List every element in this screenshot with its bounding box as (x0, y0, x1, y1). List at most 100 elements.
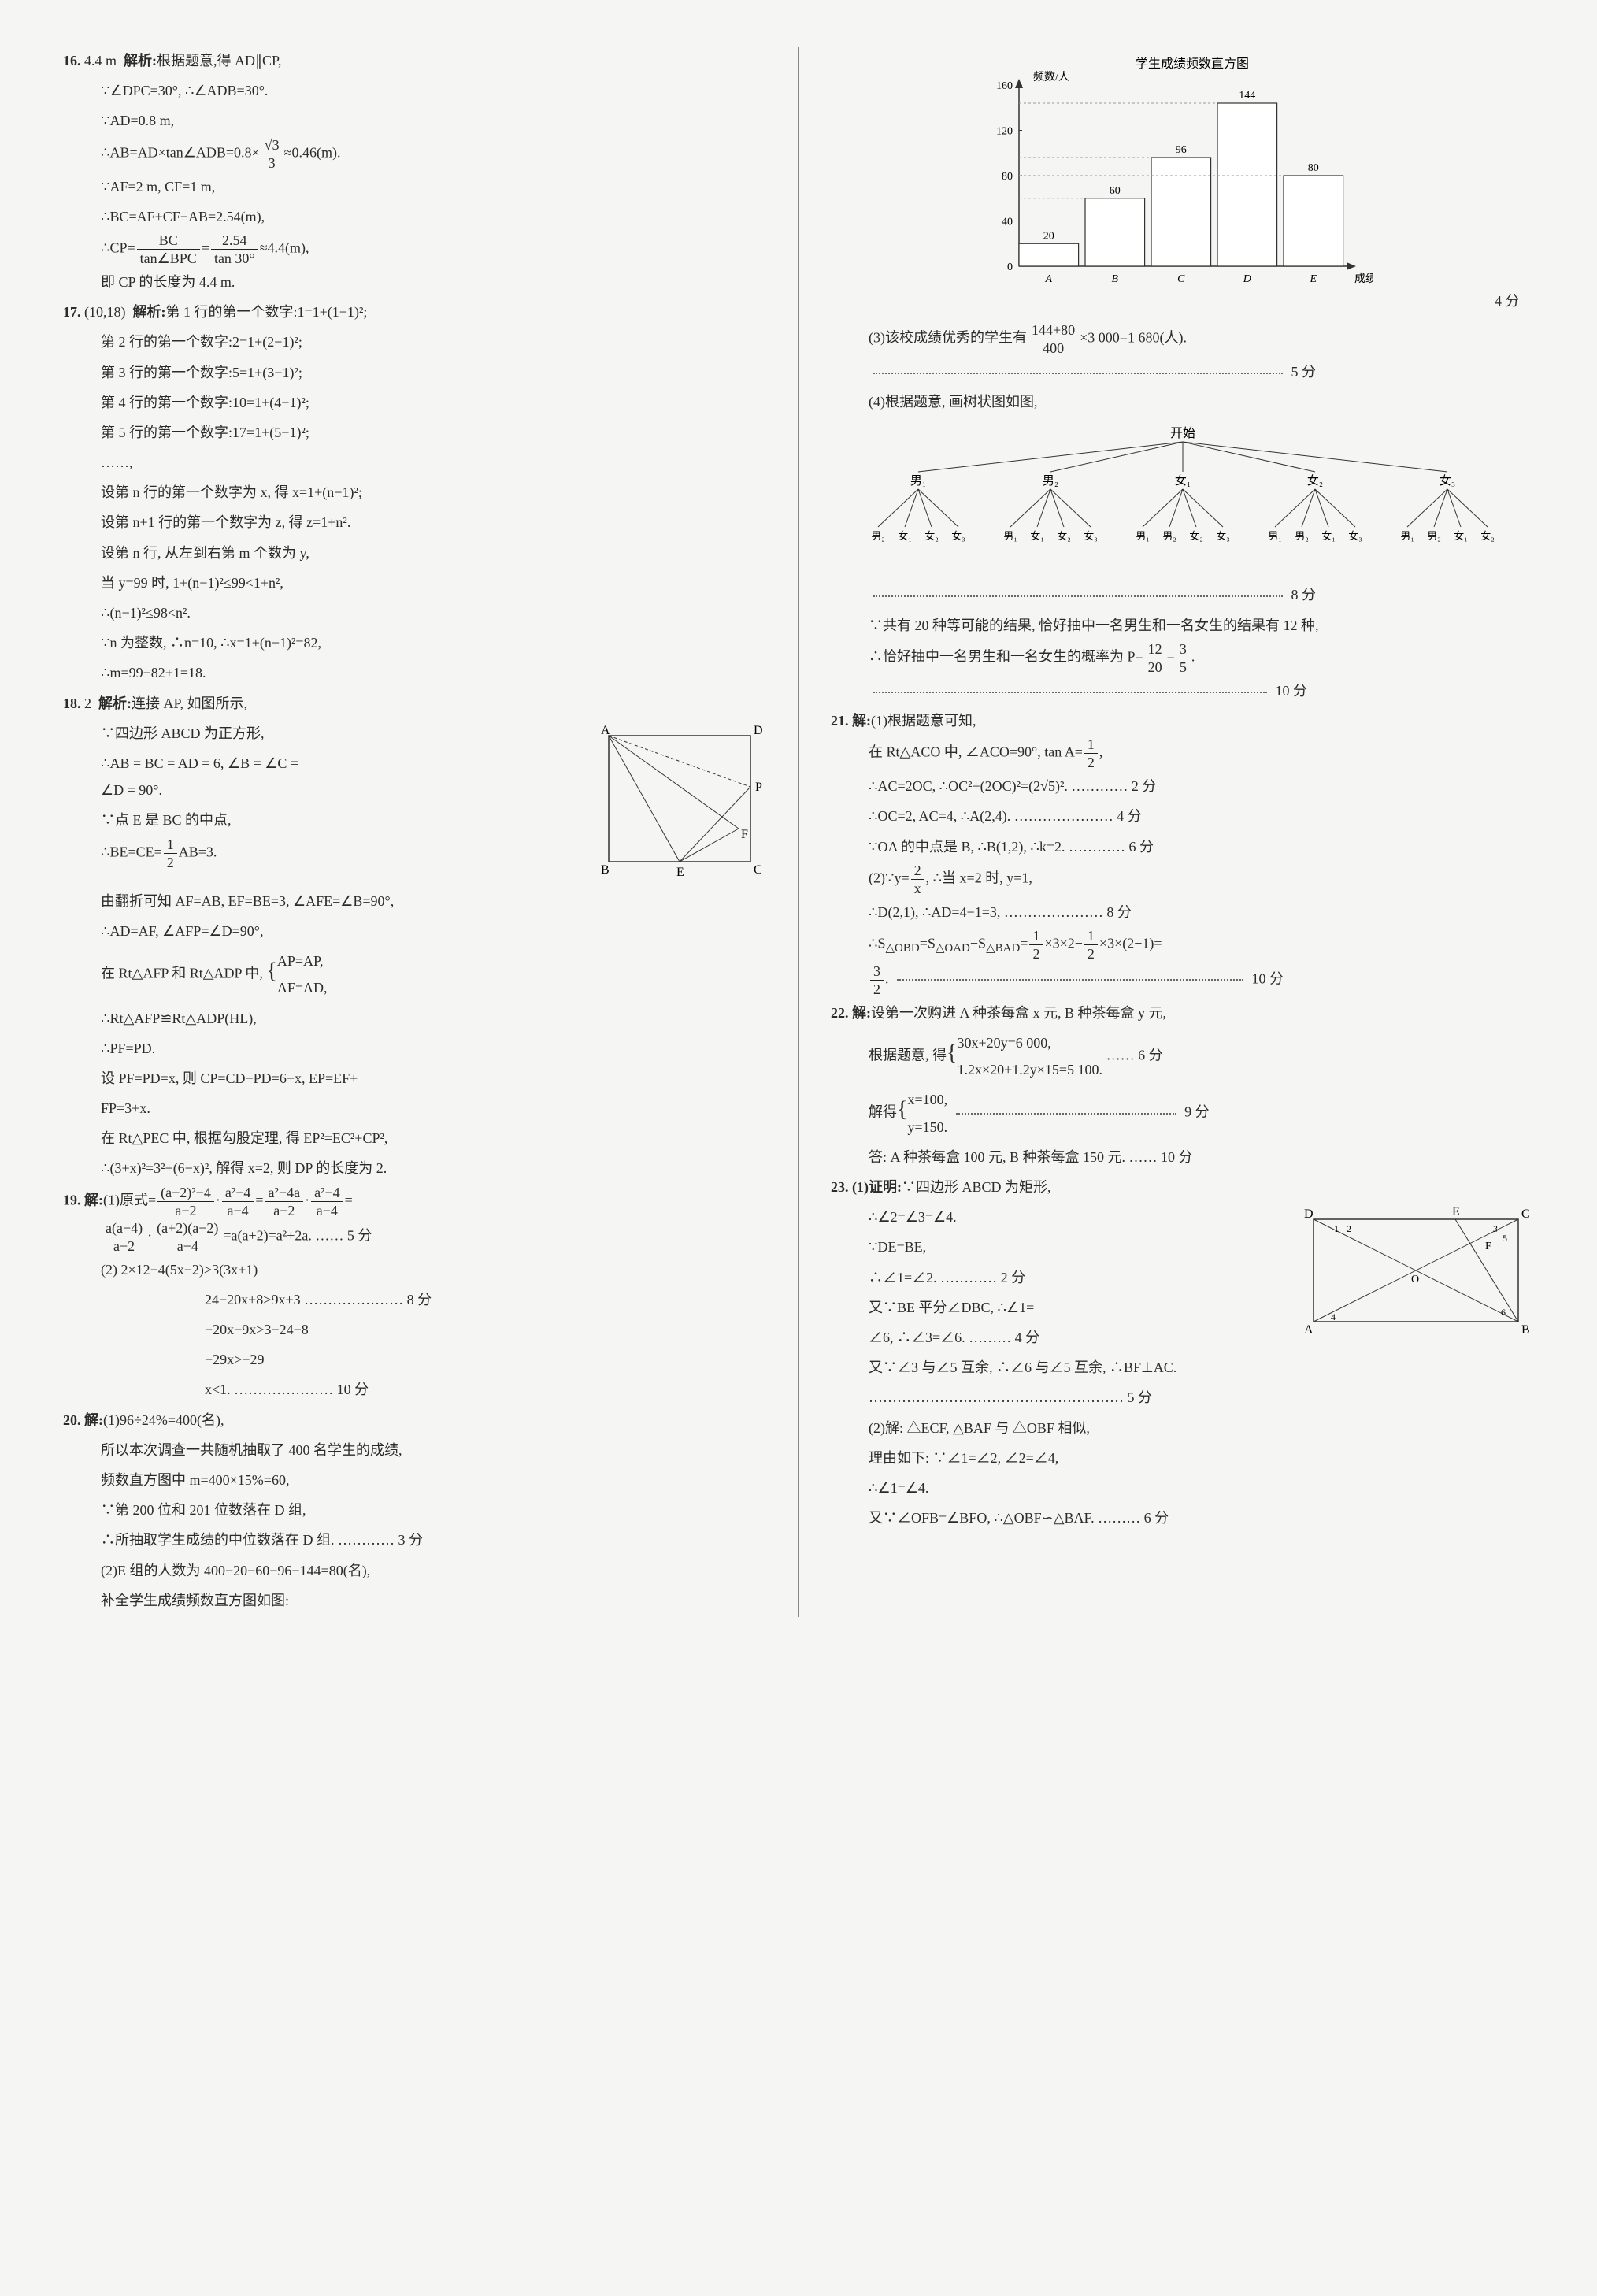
q23-num: 23. (831, 1179, 849, 1195)
q21-head: 21. 解:(1)根据题意可知, (831, 707, 1534, 734)
q23-rect-diagram: A B C D E F O 1 2 3 5 4 6 (1298, 1204, 1534, 1341)
q19-l1: a(a−4)a−2·(a+2)(a−2)a−4=a(a+2)=a²+2a. ……… (63, 1221, 766, 1253)
q19-l2: (2) 2×12−4(5x−2)>3(3x+1) (63, 1256, 766, 1283)
hist-score: 4 分 (1495, 293, 1520, 309)
svg-text:女₂: 女₂ (1057, 530, 1071, 542)
svg-text:女₃: 女₃ (1348, 530, 1362, 542)
q21-l5: (2)∵y=2x, ∴当 x=2 时, y=1, (831, 863, 1534, 896)
svg-text:P: P (755, 781, 762, 794)
svg-text:E: E (676, 866, 684, 877)
svg-text:6: 6 (1501, 1307, 1506, 1318)
rect-svg: A B C D E F O 1 2 3 5 4 6 (1298, 1204, 1534, 1337)
svg-text:女₃: 女₃ (1084, 530, 1098, 542)
q22-head: 22. 解:设第一次购进 A 种茶每盒 x 元, B 种茶每盒 y 元, (831, 1000, 1534, 1026)
q19-l3: 24−20x+8>9x+3 ………………… 8 分 (63, 1286, 766, 1313)
q22-num: 22. (831, 1005, 849, 1021)
svg-text:D: D (1304, 1207, 1314, 1221)
q21-label: 解: (852, 713, 871, 729)
svg-text:男₂: 男₂ (1427, 530, 1441, 542)
q18-l6: ∴AD=AF, ∠AFP=∠D=90°, (63, 918, 766, 944)
svg-text:B: B (1111, 273, 1118, 285)
q17-num: 17. (63, 304, 81, 320)
q16-l6: ∴CP=BCtan∠BPC=2.54tan 30°≈4.4(m), (63, 233, 766, 265)
svg-text:D: D (754, 724, 763, 737)
svg-text:女₃: 女₃ (1439, 473, 1454, 488)
svg-text:60: 60 (1109, 185, 1120, 197)
q17-l2: 第 3 行的第一个数字:5=1+(3−1)²; (63, 359, 766, 386)
svg-text:96: 96 (1175, 144, 1186, 156)
q19-label: 解: (84, 1192, 103, 1207)
q16-label: 解析: (124, 53, 157, 69)
q20-l1: 所以本次调查一共随机抽取了 400 名学生的成绩, (63, 1437, 766, 1463)
q21-l0: (1)根据题意可知, (871, 713, 976, 729)
page-two-column: 16. 4.4 m 解析:根据题意,得 AD∥CP, ∵∠DPC=30°, ∴∠… (63, 47, 1534, 1617)
q20-l6: 补全学生成绩频数直方图如图: (63, 1587, 766, 1614)
q22-l2: 解得{x=100,y=150. 9 分 (831, 1086, 1534, 1140)
q19-l6: x<1. ………………… 10 分 (63, 1376, 766, 1403)
q18-l12: ∴(3+x)²=3²+(6−x)², 解得 x=2, 则 DP 的长度为 2. (63, 1155, 766, 1181)
q16-l7: 即 CP 的长度为 4.4 m. (63, 269, 766, 295)
q18-l5: 由翻折可知 AF=AB, EF=BE=3, ∠AFE=∠B=90°, (63, 888, 766, 914)
q16-ans: 4.4 m (84, 53, 117, 69)
q19-num: 19. (63, 1192, 81, 1207)
svg-text:女₁: 女₁ (1321, 530, 1336, 542)
svg-text:男₁: 男₁ (1003, 530, 1017, 542)
svg-text:女₁: 女₁ (898, 530, 912, 542)
svg-text:A: A (1044, 273, 1052, 285)
svg-text:40: 40 (1002, 217, 1013, 228)
right-column: 学生成绩频数直方图频数/人0408012016020A60B96C144D80E… (831, 47, 1534, 1617)
svg-text:160: 160 (996, 80, 1013, 92)
q20-l5: (2)E 组的人数为 400−20−60−96−144=80(名), (63, 1557, 766, 1584)
svg-text:女₃: 女₃ (1216, 530, 1230, 542)
q18-l11: 在 Rt△PEC 中, 根据勾股定理, 得 EP²=EC²+CP², (63, 1125, 766, 1152)
q23-l6: ……………………………………………… 5 分 (831, 1384, 1534, 1411)
q23-label: (1)证明: (852, 1179, 902, 1195)
q20d-l0: ∵共有 20 种等可能的结果, 恰好抽中一名男生和一名女生的结果有 12 种, (831, 612, 1534, 639)
svg-text:A: A (1304, 1323, 1314, 1337)
q16-l5: ∴BC=AF+CF−AB=2.54(m), (63, 203, 766, 230)
q21-l8: 32. 10 分 (831, 964, 1534, 996)
q19-l5: −29x>−29 (63, 1346, 766, 1373)
q22-label: 解: (852, 1005, 871, 1021)
svg-text:C: C (754, 863, 762, 877)
svg-text:120: 120 (996, 126, 1013, 138)
q20d-score: 10 分 (831, 677, 1534, 704)
q17-l1: 第 2 行的第一个数字:2=1+(2−1)²; (63, 328, 766, 355)
q21-l7: ∴S△OBD=S△OAD−S△BAD=12×3×2−12×3×(2−1)= (831, 929, 1534, 961)
svg-text:女₂: 女₂ (1189, 530, 1203, 542)
probability-tree: 开始男₁男₂女₁女₂女₃男₂女₁女₂女₃男₁女₁女₂女₃男₁男₂女₂女₃男₁男₂… (831, 421, 1534, 575)
q16-l1: ∵∠DPC=30°, ∴∠ADB=30°. (63, 77, 766, 104)
q18-l10: 设 PF=PD=x, 则 CP=CD−PD=6−x, EP=EF+ (63, 1065, 766, 1092)
q16-l4: ∵AF=2 m, CF=1 m, (63, 173, 766, 200)
q18-l7: 在 Rt△AFP 和 Rt△ADP 中, {AP=AP,AF=AD, (63, 948, 766, 1001)
q23-head: 23. (1)证明:∵四边形 ABCD 为矩形, (831, 1174, 1534, 1200)
q22-l1: 根据题意, 得{30x+20y=6 000,1.2x×20+1.2y×15=5 … (831, 1029, 1534, 1083)
svg-text:频数/人: 频数/人 (1033, 71, 1069, 83)
svg-text:女₁: 女₁ (1030, 530, 1044, 542)
q17-l12: ∴m=99−82+1=18. (63, 659, 766, 686)
svg-text:5: 5 (1503, 1233, 1507, 1244)
svg-text:3: 3 (1493, 1223, 1498, 1234)
q17-ans: (10,18) (84, 304, 126, 320)
svg-text:2: 2 (1347, 1223, 1351, 1234)
svg-text:女₁: 女₁ (1174, 473, 1190, 488)
q17-l5: ……, (63, 449, 766, 476)
q20d-l1: ∴恰好抽中一名男生和一名女生的概率为 P=1220=35. (831, 642, 1534, 674)
svg-text:E: E (1452, 1205, 1460, 1218)
q18-l10b: FP=3+x. (63, 1095, 766, 1122)
histogram-svg: 学生成绩频数直方图频数/人0408012016020A60B96C144D80E… (964, 54, 1373, 306)
svg-text:女₁: 女₁ (1454, 530, 1468, 542)
svg-text:20: 20 (1043, 230, 1054, 242)
svg-text:男₂: 男₂ (1295, 530, 1309, 542)
q16-num: 16. (63, 53, 81, 69)
q19-head: 19. 解:(1)原式=(a−2)²−4a−2·a²−4a−4=a²−4aa−2… (63, 1185, 766, 1218)
svg-text:女₂: 女₂ (924, 530, 939, 542)
svg-text:80: 80 (1307, 162, 1318, 174)
q17-l8: 设第 n 行, 从左到右第 m 个数为 y, (63, 540, 766, 566)
svg-text:男₁: 男₁ (910, 475, 925, 488)
q23-l7: (2)解: △ECF, △BAF 与 △OBF 相似, (831, 1415, 1534, 1441)
left-column: 16. 4.4 m 解析:根据题意,得 AD∥CP, ∵∠DPC=30°, ∴∠… (63, 47, 766, 1617)
q18-l0: 连接 AP, 如图所示, (132, 695, 247, 711)
q20-label: 解: (84, 1412, 103, 1428)
q17-l11: ∵n 为整数, ∴n=10, ∴x=1+(n−1)²=82, (63, 629, 766, 656)
